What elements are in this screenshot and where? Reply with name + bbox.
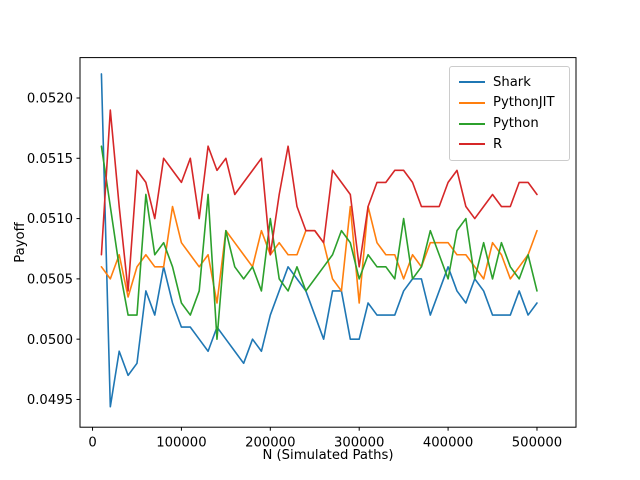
legend-label: Shark — [493, 74, 531, 90]
series-line-python — [100, 145, 538, 340]
series-line-shark — [100, 73, 538, 408]
y-tick-label: 0.0520 — [27, 92, 73, 107]
x-axis-label: N (Simulated Paths) — [262, 448, 393, 463]
x-tick-label: 400000 — [423, 436, 473, 451]
legend: Shark PythonJIT Python R — [449, 66, 570, 161]
axes-layer: 0 100000 200000 300000 400000 500000 0.0495 0.0… — [27, 57, 577, 451]
legend-label: PythonJIT — [493, 95, 555, 111]
legend-line-swatch — [459, 81, 485, 84]
y-tick-label: 0.0500 — [27, 333, 73, 348]
legend-entry-pythonjit: PythonJIT — [459, 93, 561, 114]
x-tick-label: 300000 — [334, 436, 384, 451]
legend-line-swatch — [459, 143, 485, 146]
legend-entry-r: R — [459, 134, 561, 155]
legend-line-swatch — [459, 102, 485, 105]
x-tick-label: 200000 — [245, 436, 295, 451]
y-tick-label: 0.0510 — [27, 212, 73, 227]
x-tick-label: 500000 — [512, 436, 562, 451]
plot-spines — [79, 57, 577, 428]
y-tick-label: 0.0495 — [27, 393, 73, 408]
y-axis-label: Payoff — [13, 221, 28, 262]
x-tick-label: 100000 — [156, 436, 206, 451]
legend-label: R — [493, 136, 503, 152]
legend-entry-python: Python — [459, 113, 561, 134]
legend-label: Python — [493, 116, 539, 132]
legend-line-swatch — [459, 122, 485, 125]
series-line-r — [100, 109, 538, 292]
series-layer — [100, 73, 538, 408]
y-tick-label: 0.0505 — [27, 272, 73, 287]
x-tick-label: 0 — [88, 436, 96, 451]
legend-entry-shark: Shark — [459, 72, 561, 93]
y-tick-label: 0.0515 — [27, 152, 73, 167]
